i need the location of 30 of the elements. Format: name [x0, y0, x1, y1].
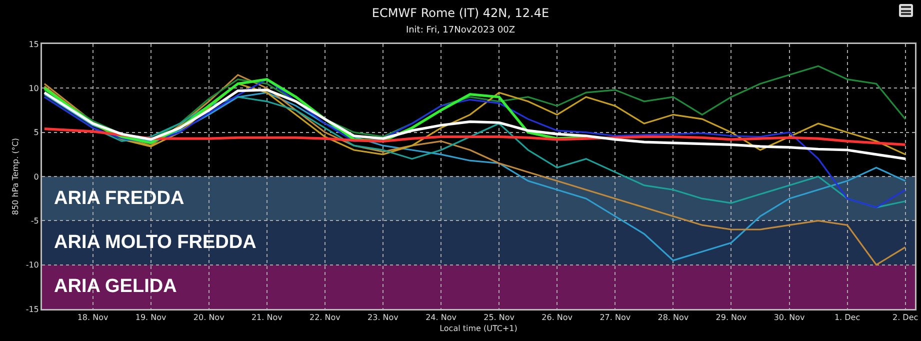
chart-subtitle: Init: Fri, 17Nov2023 00Z — [406, 26, 516, 36]
x-tick-label: 23. Nov — [368, 313, 399, 322]
y-tick-label: 10 — [28, 84, 39, 93]
x-tick-label: 30. Nov — [774, 313, 805, 322]
band-label: ARIA MOLTO FREDDA — [54, 232, 257, 253]
y-tick-label: -15 — [26, 304, 39, 314]
y-tick-label: 5 — [34, 128, 39, 138]
x-tick-label: 25. Nov — [484, 313, 515, 322]
x-tick-label: 27. Nov — [600, 313, 631, 322]
x-tick-label: 29. Nov — [716, 313, 747, 322]
x-tick-label: 26. Nov — [542, 313, 573, 322]
x-tick-label: 20. Nov — [193, 313, 225, 322]
x-tick-label: 28. Nov — [658, 313, 689, 322]
y-tick-label: -5 — [30, 216, 39, 226]
x-axis-title: Local time (UTC+1) — [440, 324, 518, 333]
x-tick-label: 19. Nov — [135, 313, 167, 322]
x-tick-label: 24. Nov — [426, 313, 457, 322]
x-tick-label: 18. Nov — [77, 313, 108, 322]
x-tick-label: 21. Nov — [251, 313, 283, 322]
line-series — [43, 128, 907, 146]
x-tick-label: 22. Nov — [309, 313, 341, 322]
chart-title: ECMWF Rome (IT) 42N, 12.4E — [372, 6, 550, 20]
y-tick-label: 15 — [28, 40, 39, 49]
x-tick-label: 2. Dec — [892, 313, 918, 322]
y-tick-label: -10 — [26, 260, 39, 270]
y-axis-title: 850 hPa Temp. (°C) — [10, 138, 20, 216]
band-label: ARIA FREDDA — [54, 188, 184, 209]
band-label: ARIA GELIDA — [54, 276, 178, 297]
x-tick-label: 1. Dec — [834, 313, 860, 322]
y-tick-label: 0 — [34, 172, 39, 182]
